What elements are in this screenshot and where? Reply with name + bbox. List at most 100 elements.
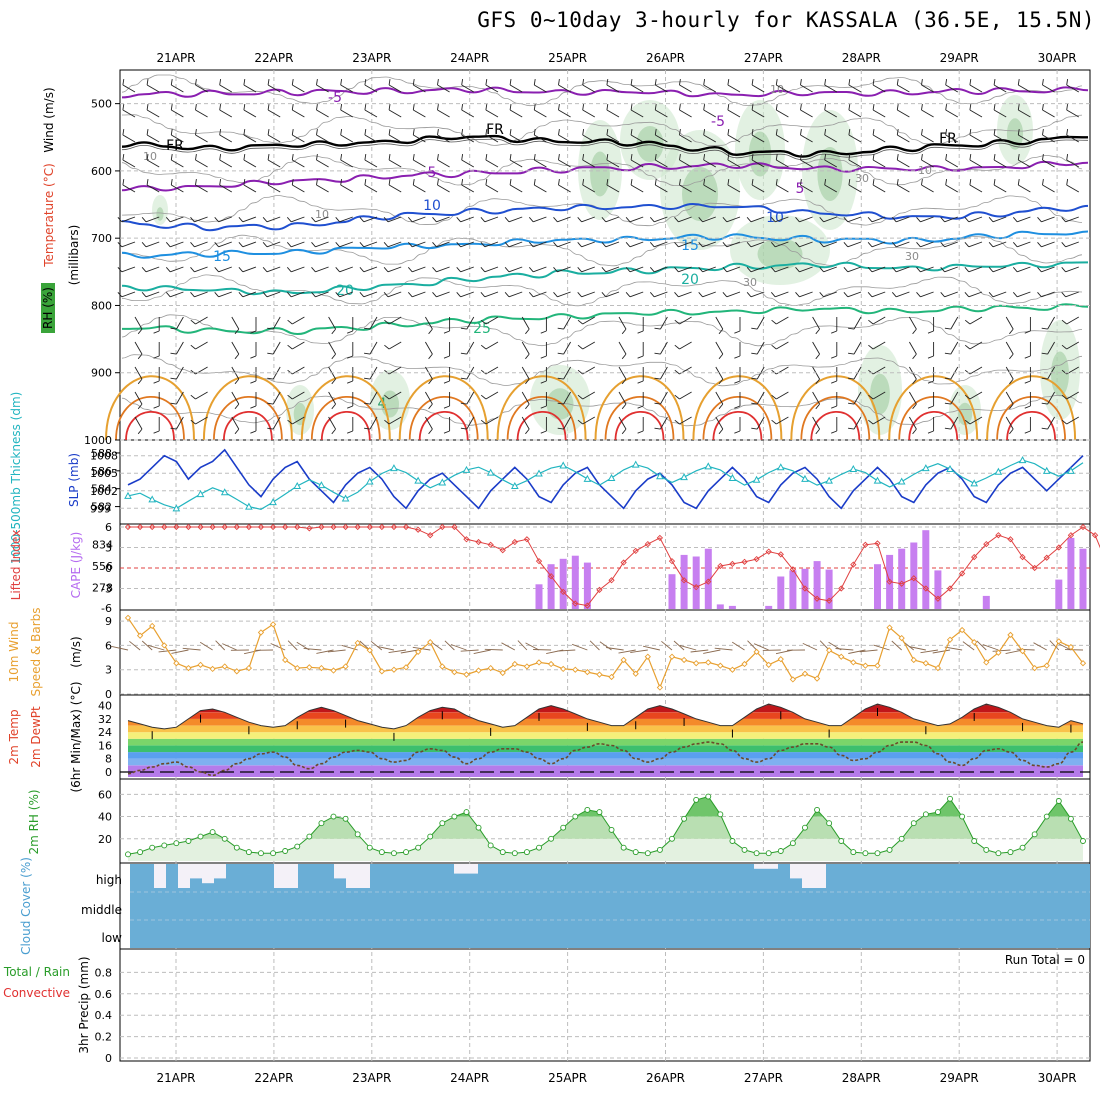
wind-barb: [823, 241, 837, 248]
li-marker: [499, 547, 506, 554]
wind-barb: [630, 184, 644, 193]
rh-marker: [717, 811, 724, 818]
wind-barb-feather: [364, 377, 371, 380]
wind-barb-feather: [1024, 380, 1031, 384]
isotherm-5: [121, 160, 1089, 192]
wind-barb: [812, 391, 820, 405]
rh-marker: [173, 840, 180, 847]
wind-barb-feather: [137, 378, 143, 385]
wind-barb-feather: [480, 369, 487, 375]
wind-barb: [437, 184, 450, 193]
wind-barb-feather: [940, 292, 945, 298]
wind-barb-feather: [964, 217, 970, 223]
wind-barb-feather: [428, 328, 433, 335]
wind-barb: [231, 391, 240, 405]
wind-barb-feather: [770, 267, 776, 273]
rh-marker: [656, 846, 663, 853]
wind-barb-feather: [122, 129, 125, 136]
wind-barb: [872, 316, 886, 325]
wind-barb: [509, 84, 523, 93]
wind-barb-feather: [868, 369, 874, 375]
li-marker: [886, 578, 893, 585]
wind-barb: [679, 109, 692, 118]
wind-barb-feather: [243, 129, 246, 136]
wind-barb: [1066, 84, 1080, 93]
wind-speed-marker: [390, 666, 398, 673]
wind-barb: [242, 266, 257, 273]
wind-barb: [121, 241, 136, 248]
rh-marker: [209, 829, 216, 836]
wind-barb: [315, 291, 329, 298]
bottom-date-30apr: 30APR: [1038, 1071, 1077, 1085]
wind-speed-marker: [439, 663, 446, 670]
rh-marker: [826, 820, 833, 827]
wind-barb-feather: [577, 369, 583, 375]
li-marker: [608, 577, 615, 584]
wind-barb-feather: [896, 104, 899, 111]
boundary-layer-loop: [398, 375, 489, 441]
wind-barb-feather: [577, 344, 583, 350]
wind-speed-marker: [427, 639, 434, 646]
wind-barb: [909, 416, 917, 430]
wind-barb-feather: [311, 242, 316, 248]
wind-barb-feather: [1024, 430, 1031, 434]
wind-barb-feather: [243, 179, 246, 186]
wind-barb-feather: [219, 179, 222, 186]
wind-barb: [121, 266, 136, 273]
bottom-date-26apr: 26APR: [646, 1071, 685, 1085]
wind-barb: [847, 266, 862, 273]
wind-barb: [1065, 241, 1079, 248]
wind-barb: [630, 84, 644, 93]
wind10-speed-label: Speed & Barbs: [29, 608, 43, 697]
wind-10m-barb: [199, 641, 213, 651]
wind-barb-feather: [727, 129, 730, 136]
wind-barb: [715, 416, 724, 430]
wind-barb: [1005, 341, 1014, 355]
wind-barb-feather: [384, 369, 390, 375]
wind-barb-feather: [286, 292, 292, 298]
wind-barb-feather: [238, 242, 244, 248]
wind-barb-feather: [141, 242, 147, 248]
wind-barb: [170, 291, 184, 298]
wind-barb-feather: [964, 242, 970, 248]
thickness-marker: [583, 474, 592, 482]
wind-speed-marker: [777, 656, 784, 663]
wind-barb-feather: [267, 352, 274, 355]
thickness-marker: [849, 464, 858, 473]
wind-barb-feather: [234, 378, 240, 385]
wind-barb: [660, 416, 668, 430]
wind-barb-feather: [219, 129, 222, 136]
wind-barb-feather: [795, 242, 800, 248]
precip-tick-label: 0.2: [95, 1031, 113, 1044]
wind-barb-feather: [577, 319, 583, 325]
wind-barb-feather: [698, 267, 703, 273]
wind-barb: [969, 366, 983, 375]
wind-speed-marker: [1043, 662, 1050, 669]
wind-10m-barb: [141, 640, 153, 651]
wind-barb-feather: [625, 292, 631, 298]
wind-barb-feather: [698, 292, 703, 298]
wind-barb: [485, 391, 499, 400]
wind-barb-feather: [190, 242, 195, 248]
thickness-marker: [438, 478, 447, 486]
wind-barb-feather: [170, 427, 177, 430]
wind-speed-marker: [124, 614, 132, 621]
wind-barb-feather: [557, 427, 564, 430]
wind-barb: [945, 109, 959, 118]
isotherm-FR: [121, 134, 1089, 158]
cape-tick-label: 556: [92, 560, 113, 573]
wind-barb-feather: [848, 377, 855, 380]
wind-barb: [655, 84, 668, 93]
wind-barb: [921, 84, 934, 93]
wind-barb-feather: [364, 129, 367, 136]
temp-tick-label: 40: [98, 700, 112, 713]
wind-speed-marker: [197, 661, 204, 668]
wind-barb: [292, 109, 305, 118]
li-axis-label: Lifted Index: [9, 530, 23, 601]
wind-barb: [243, 134, 257, 143]
wind-barb: [1017, 266, 1031, 273]
rh-blob-core: [957, 402, 973, 426]
wind-barb: [824, 184, 838, 193]
